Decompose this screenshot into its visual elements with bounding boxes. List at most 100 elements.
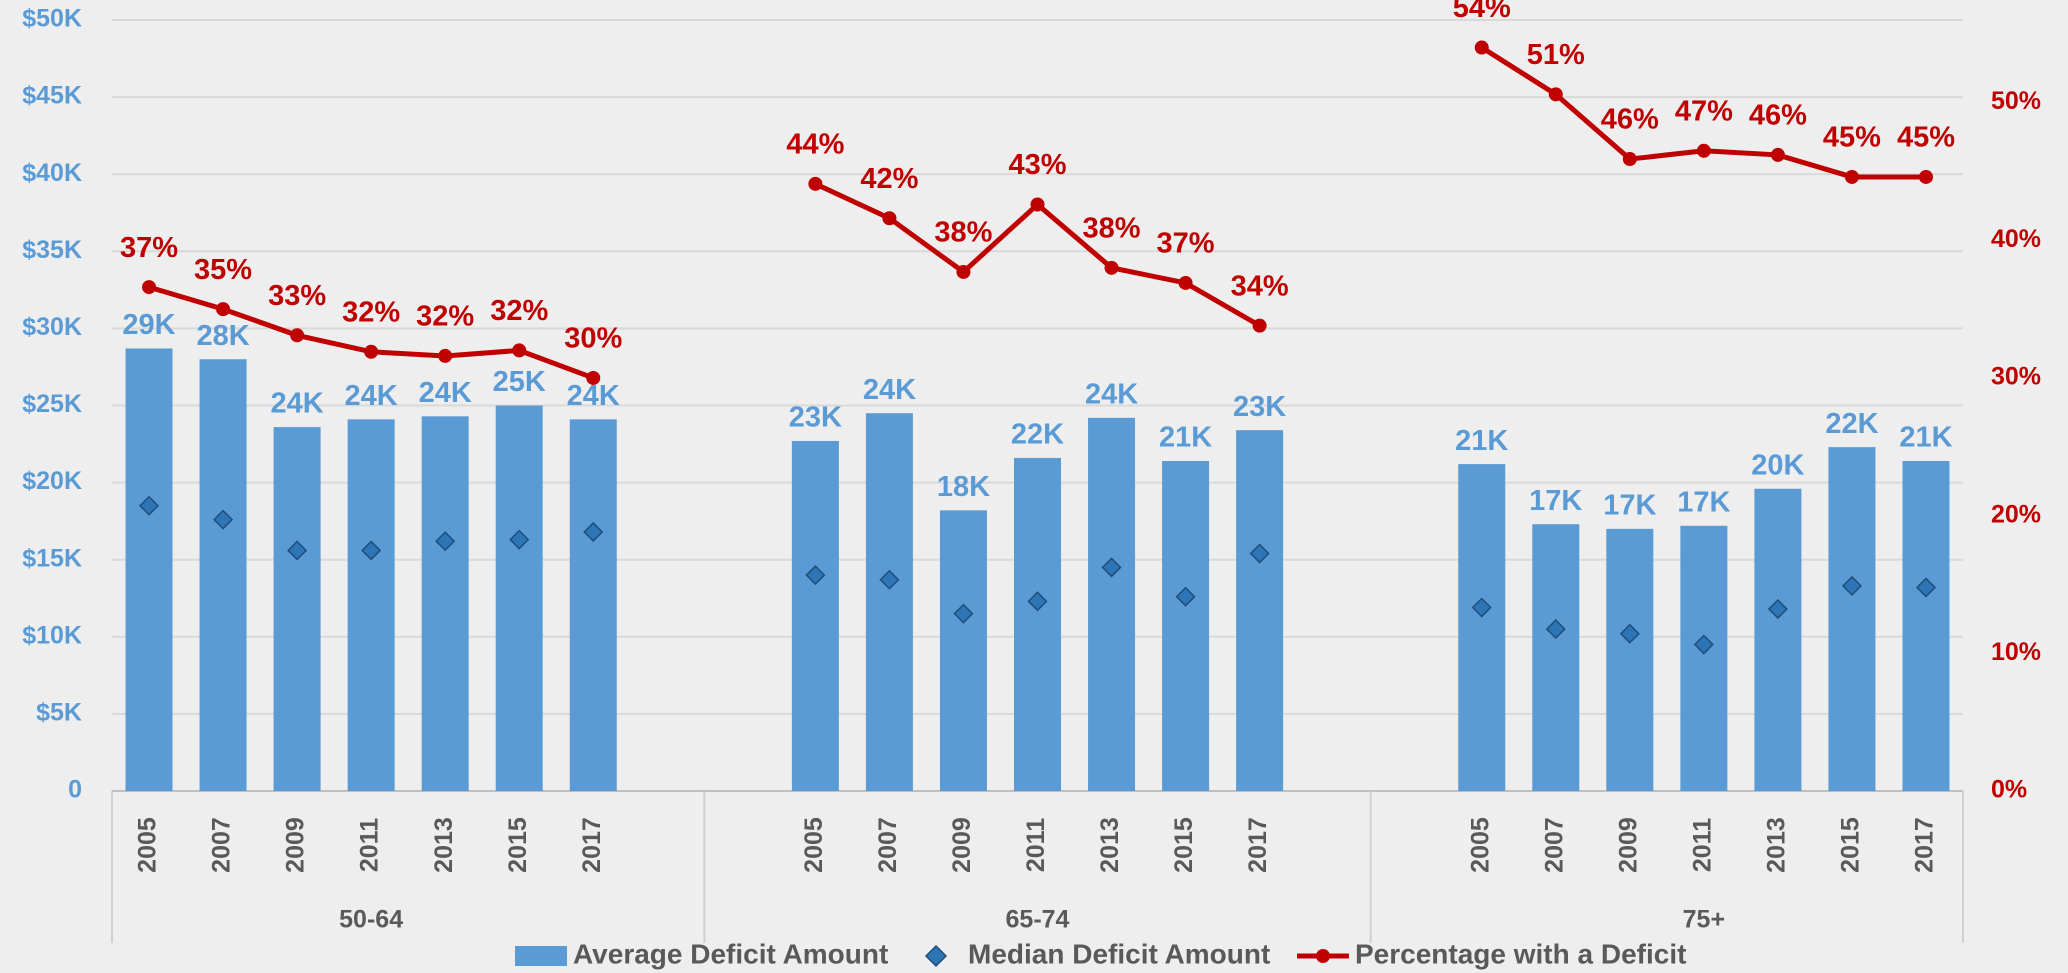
median-marker: [1693, 634, 1714, 655]
x-tick-label: 2013: [1096, 817, 1124, 873]
line-value-label: 45%: [1897, 122, 1955, 154]
group-label: 75+: [1683, 906, 1725, 934]
legend-label: Average Deficit Amount: [573, 938, 888, 969]
x-tick-label: 2005: [1466, 817, 1494, 873]
line-marker: [1104, 260, 1119, 275]
median-marker: [879, 569, 900, 590]
x-tick-label: 2015: [1837, 817, 1865, 873]
line-value-label: 30%: [564, 323, 622, 355]
x-tick-label: 2007: [1540, 817, 1568, 873]
median-marker: [1841, 575, 1863, 596]
bar-value-label: 23K: [789, 402, 842, 434]
line-value-label: 32%: [342, 296, 400, 328]
legend-swatch: [924, 944, 948, 968]
bar: [791, 440, 839, 791]
line-value-label: 54%: [1453, 0, 1511, 24]
x-tick-label: 2011: [1688, 818, 1716, 872]
line-marker: [142, 280, 157, 295]
bar: [1828, 447, 1876, 791]
x-tick-label: 2017: [1244, 817, 1272, 873]
x-tick-label: 2005: [134, 817, 162, 873]
x-tick-label: 2007: [874, 817, 902, 873]
line-marker: [1474, 40, 1489, 55]
line-value-label: 44%: [786, 128, 844, 160]
x-tick-label: 2015: [1170, 817, 1198, 873]
bar-value-label: 24K: [1085, 378, 1138, 410]
x-tick-label: 2017: [578, 817, 606, 873]
bar: [421, 416, 469, 791]
median-marker: [1619, 623, 1640, 644]
median-marker: [1471, 597, 1492, 618]
median-marker: [1915, 577, 1937, 598]
line-value-label: 46%: [1601, 104, 1659, 136]
x-tick-label: 2011: [1022, 818, 1050, 872]
x-tick-label: 2011: [356, 818, 384, 872]
x-tick-label: 2015: [504, 817, 532, 873]
y2-tick-label: 10%: [1991, 638, 2041, 666]
bar-value-label: 22K: [1011, 419, 1064, 451]
group-label: 65-74: [1006, 906, 1070, 934]
line-value-label: 32%: [490, 295, 548, 327]
line-value-label: 38%: [934, 217, 992, 249]
line-marker: [290, 328, 305, 343]
bar: [1754, 488, 1802, 791]
legend-swatch: [1316, 949, 1330, 963]
median-marker: [287, 540, 308, 561]
line-marker: [1252, 318, 1267, 333]
median-marker: [435, 531, 456, 552]
x-tick-label: 2005: [800, 817, 828, 873]
median-marker: [138, 495, 160, 516]
line-marker: [438, 348, 453, 363]
line-marker: [1548, 87, 1563, 102]
line-marker: [586, 370, 601, 385]
bar-value-label: 17K: [1677, 486, 1730, 518]
y-tick-label: 0: [68, 776, 82, 804]
bar-value-label: 23K: [1233, 391, 1286, 423]
median-marker: [1101, 557, 1122, 578]
median-marker: [1175, 586, 1196, 607]
y-tick-label: $5K: [36, 699, 82, 727]
line-value-label: 46%: [1749, 100, 1807, 132]
bar-value-label: 21K: [1899, 422, 1952, 454]
median-marker: [361, 540, 382, 561]
median-marker: [583, 521, 604, 543]
line-marker: [1030, 197, 1045, 212]
x-tick-label: 2017: [1911, 817, 1939, 873]
y-tick-label: $40K: [22, 159, 82, 187]
y2-tick-label: 30%: [1991, 363, 2041, 391]
bar: [1606, 528, 1654, 791]
bar: [1902, 461, 1950, 791]
line-value-label: 35%: [194, 254, 252, 286]
bar-value-label: 24K: [270, 388, 323, 420]
line-marker: [1770, 147, 1785, 162]
line-value-label: 45%: [1823, 122, 1881, 154]
line-marker: [512, 343, 527, 358]
line-value-label: 47%: [1675, 95, 1733, 127]
legend-label: Percentage with a Deficit: [1355, 938, 1686, 969]
x-tick-label: 2009: [282, 817, 310, 873]
y-tick-label: $25K: [22, 390, 82, 418]
bar: [865, 413, 913, 791]
bar-value-label: 28K: [196, 320, 249, 352]
x-tick-label: 2009: [1614, 817, 1642, 873]
bar: [569, 419, 617, 791]
line-marker: [882, 211, 897, 226]
line-value-label: 43%: [1008, 149, 1066, 181]
line-value-label: 34%: [1231, 270, 1289, 302]
group-label: 50-64: [339, 906, 403, 934]
median-marker: [212, 509, 234, 530]
y-tick-label: $20K: [22, 467, 82, 495]
y2-tick-label: 50%: [1991, 87, 2041, 115]
bar-value-label: 22K: [1825, 408, 1878, 440]
line-value-label: 32%: [416, 301, 474, 333]
bar: [1532, 524, 1580, 791]
line-value-label: 42%: [860, 163, 918, 195]
median-marker: [1767, 598, 1788, 620]
bar: [199, 359, 247, 791]
line-marker: [1918, 169, 1933, 184]
bar: [125, 348, 173, 791]
line-marker: [1844, 169, 1859, 184]
median-marker: [1027, 591, 1048, 612]
bar: [1680, 525, 1728, 791]
line-value-label: 37%: [120, 232, 178, 264]
